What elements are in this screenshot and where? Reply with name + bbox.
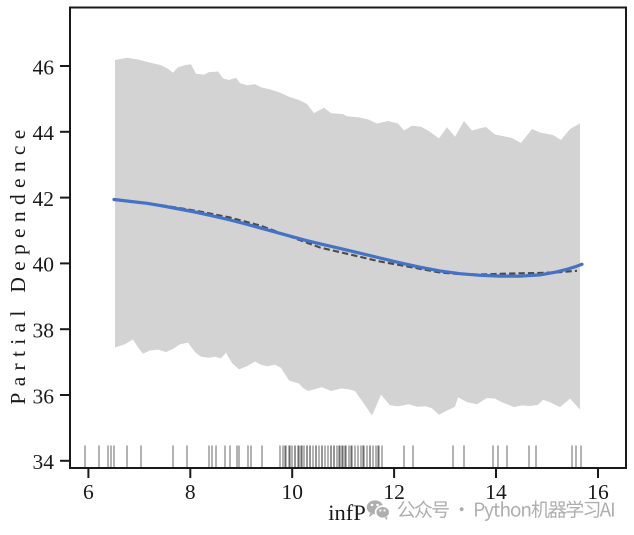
svg-text:40: 40 xyxy=(33,253,55,277)
svg-text:8: 8 xyxy=(185,480,196,504)
svg-text:36: 36 xyxy=(33,384,55,408)
svg-text:16: 16 xyxy=(587,480,609,504)
svg-text:34: 34 xyxy=(33,450,55,474)
svg-text:Partial Dependence: Partial Dependence xyxy=(6,123,30,404)
svg-text:44: 44 xyxy=(33,121,55,145)
svg-text:38: 38 xyxy=(33,319,55,343)
svg-text:6: 6 xyxy=(83,480,94,504)
svg-text:46: 46 xyxy=(33,55,55,79)
svg-text:infP: infP xyxy=(328,500,366,525)
svg-text:10: 10 xyxy=(281,480,303,504)
svg-text:12: 12 xyxy=(383,480,405,504)
svg-text:14: 14 xyxy=(485,480,507,504)
svg-text:42: 42 xyxy=(33,187,55,211)
